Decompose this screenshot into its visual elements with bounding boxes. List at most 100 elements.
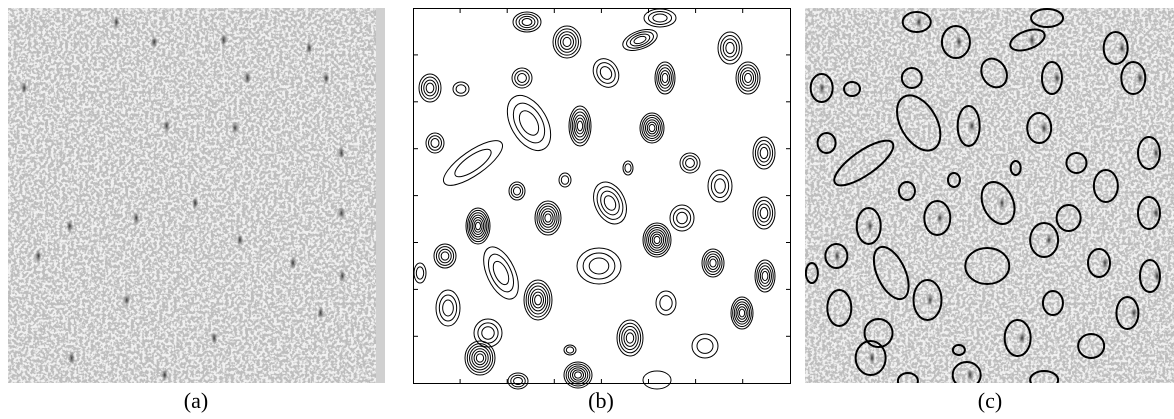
contour-line: [669, 204, 695, 232]
contour-line: [473, 350, 487, 366]
contour-line: [527, 285, 549, 315]
contour-line: [656, 64, 674, 92]
contour-line: [703, 251, 723, 275]
contour-line: [754, 199, 774, 227]
contour-line: [518, 110, 540, 136]
panel-label: (a): [184, 388, 208, 413]
contour-line: [659, 295, 673, 311]
contour-line: [544, 213, 552, 223]
contour-line: [737, 306, 747, 320]
contour-line: [646, 121, 658, 135]
contour-line: [761, 270, 769, 282]
contour-line: [469, 345, 491, 371]
contour-line: [560, 34, 574, 50]
contour-outline: [897, 181, 916, 201]
contour-outline: [1077, 333, 1106, 359]
contour-outline: [1102, 31, 1129, 65]
contour-line: [707, 256, 719, 270]
contour-outline: [826, 289, 853, 327]
contour-line: [512, 102, 546, 144]
contour-line: [735, 61, 761, 95]
contour-line: [738, 308, 746, 318]
contour-line: [563, 344, 577, 356]
panel-label: (b): [588, 388, 614, 413]
pore: [1118, 41, 1126, 55]
contour-line: [600, 190, 620, 216]
contour-line: [679, 152, 701, 174]
contour-line: [433, 243, 457, 269]
pore: [236, 233, 244, 247]
pore: [1101, 256, 1109, 270]
contour-outline: [805, 262, 819, 284]
contour-line: [642, 370, 672, 390]
contour-line: [654, 61, 676, 95]
contour-line: [470, 214, 486, 238]
contour-line: [471, 348, 489, 368]
contour-outline: [872, 245, 910, 301]
contour-outline: [1041, 290, 1064, 316]
contour-line: [413, 262, 427, 284]
pore: [163, 119, 171, 133]
contour-outline: [940, 25, 971, 59]
skin-texture: [805, 8, 1174, 383]
contour-line: [655, 290, 677, 316]
contour-line: [648, 229, 666, 251]
contour-line: [510, 184, 524, 198]
contour-outline: [912, 279, 943, 321]
contour-outline: [1136, 196, 1161, 230]
contour-line: [622, 160, 634, 176]
contour-line: [639, 112, 665, 144]
contour-line: [521, 18, 533, 26]
pore: [818, 81, 826, 95]
contour-line: [512, 11, 542, 33]
contour-line: [513, 376, 523, 386]
contour-line: [576, 120, 584, 132]
contour-line: [538, 205, 558, 231]
contour-line: [443, 140, 503, 186]
contour-line: [483, 246, 519, 300]
contour-line: [646, 226, 668, 254]
contour-line: [567, 365, 589, 385]
contour-line: [507, 372, 529, 390]
contour-line: [709, 258, 717, 268]
contour-line: [752, 136, 776, 170]
contour-line: [571, 369, 585, 381]
contour-line: [629, 33, 651, 47]
contour-line: [633, 35, 647, 45]
contour-line: [442, 299, 454, 317]
contour-line: [642, 222, 672, 258]
contour-outline: [1087, 248, 1111, 278]
contour-line: [562, 36, 572, 48]
pore: [68, 351, 76, 365]
contour-line: [558, 172, 572, 188]
contour-line: [542, 210, 554, 226]
contour-line: [624, 163, 632, 173]
contour-line: [644, 119, 660, 137]
pore: [1018, 331, 1026, 345]
contour-outline: [896, 94, 942, 152]
contour-line: [471, 216, 485, 236]
contour-line: [428, 135, 442, 151]
contour-line: [418, 73, 442, 103]
pore: [243, 71, 251, 85]
pore: [936, 211, 944, 225]
contour-outline: [1115, 296, 1140, 330]
contour-line: [465, 207, 491, 245]
pore: [966, 368, 974, 382]
pore: [112, 15, 120, 29]
contour-line: [438, 248, 452, 264]
contour-line: [571, 111, 589, 141]
contour-outline: [809, 73, 834, 103]
pore: [220, 33, 228, 47]
contour-line: [759, 146, 769, 160]
contour-line: [643, 117, 661, 139]
contour-outline: [1040, 61, 1063, 95]
contour-outline: [896, 372, 919, 383]
contour-line: [454, 148, 492, 178]
pore: [1053, 71, 1061, 85]
contour-line: [648, 123, 656, 133]
panel-a: [8, 8, 385, 383]
contour-line: [511, 67, 533, 89]
contour-line: [582, 252, 616, 280]
contour-line: [725, 41, 735, 55]
